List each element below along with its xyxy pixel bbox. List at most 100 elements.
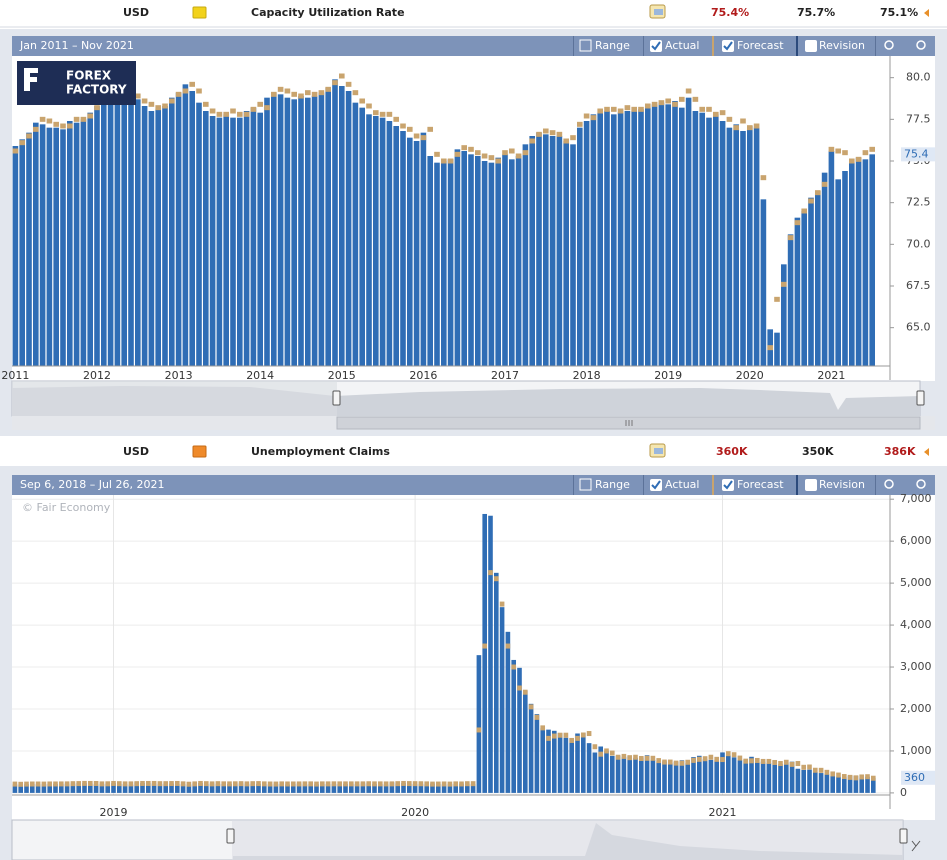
bar bbox=[575, 733, 580, 793]
bar bbox=[781, 264, 787, 366]
bar bbox=[842, 777, 847, 793]
forecast-marker bbox=[774, 296, 780, 302]
navigator-handle[interactable] bbox=[332, 390, 341, 406]
bar bbox=[658, 102, 665, 367]
event-title[interactable]: Capacity Utilization Rate bbox=[251, 6, 405, 19]
bar bbox=[285, 784, 290, 793]
bar bbox=[774, 332, 780, 366]
forecast-marker bbox=[99, 781, 105, 787]
toolbar-sep bbox=[796, 36, 798, 56]
forecast-marker bbox=[502, 150, 508, 156]
bar bbox=[122, 783, 128, 793]
forecast-marker bbox=[155, 105, 161, 111]
forecast-marker bbox=[41, 781, 47, 787]
forecast-marker bbox=[552, 733, 557, 739]
forecast-marker bbox=[529, 138, 535, 144]
bar bbox=[41, 784, 47, 793]
forecast-toggle[interactable]: Forecast bbox=[737, 39, 784, 52]
forecast-marker bbox=[749, 758, 754, 764]
revision-toggle[interactable]: Revision bbox=[819, 478, 865, 491]
zoom-out[interactable] bbox=[916, 40, 926, 50]
event-row[interactable] bbox=[0, 0, 947, 27]
forecast-toggle[interactable]: Forecast bbox=[737, 478, 784, 491]
bar bbox=[760, 199, 767, 366]
navigator-handle[interactable] bbox=[899, 828, 908, 844]
revision-checkbox[interactable] bbox=[805, 40, 817, 52]
event-row[interactable] bbox=[0, 438, 947, 464]
zoom-out[interactable] bbox=[916, 479, 926, 489]
forecast-marker bbox=[87, 113, 93, 119]
forecast-marker bbox=[511, 664, 516, 670]
zoom-in[interactable] bbox=[884, 40, 894, 50]
last-value-label: 360 bbox=[904, 771, 925, 784]
forecast-marker bbox=[731, 752, 737, 758]
bar bbox=[339, 86, 345, 366]
actual-toggle[interactable]: Actual bbox=[665, 39, 699, 52]
x-tick-label: 2020 bbox=[736, 369, 764, 382]
x-tick-label: 2016 bbox=[409, 369, 437, 382]
forecast-marker bbox=[476, 727, 482, 733]
bar bbox=[611, 114, 617, 366]
revision-checkbox[interactable] bbox=[805, 479, 817, 491]
forecast-marker bbox=[685, 759, 690, 765]
bar bbox=[209, 783, 215, 793]
y-tick-label: 0 bbox=[900, 786, 907, 799]
bar bbox=[262, 784, 267, 793]
forecast-marker bbox=[650, 755, 656, 761]
resize-icon bbox=[911, 840, 921, 852]
forecast-marker bbox=[175, 780, 180, 786]
bar bbox=[308, 783, 313, 793]
forecast-marker bbox=[93, 781, 99, 787]
forecast-marker bbox=[407, 126, 413, 132]
bar bbox=[502, 154, 508, 366]
bar bbox=[401, 783, 406, 793]
forecast-marker bbox=[88, 780, 93, 786]
forecast-marker bbox=[393, 116, 399, 122]
forecast-marker bbox=[813, 767, 818, 773]
navigator-handle[interactable] bbox=[226, 828, 235, 844]
bar bbox=[163, 783, 168, 793]
bar bbox=[853, 775, 859, 793]
range-button[interactable]: Range bbox=[595, 39, 630, 52]
plot bbox=[12, 73, 875, 367]
bar bbox=[331, 783, 337, 793]
bar bbox=[24, 784, 29, 793]
currency: USD bbox=[123, 445, 149, 458]
navigator-handle[interactable] bbox=[916, 390, 925, 406]
bar bbox=[400, 131, 406, 366]
forecast-marker bbox=[325, 86, 331, 92]
forecast-marker bbox=[60, 123, 66, 129]
forecast-marker bbox=[784, 759, 789, 765]
bar bbox=[175, 92, 182, 367]
forecast-marker bbox=[740, 118, 746, 124]
range-button[interactable]: Range bbox=[595, 478, 630, 491]
forecast-marker bbox=[546, 735, 551, 741]
actual-toggle[interactable]: Actual bbox=[665, 478, 699, 491]
forecast-marker bbox=[204, 781, 209, 787]
forecast-marker bbox=[18, 781, 23, 787]
bar bbox=[134, 782, 139, 793]
forecast-marker bbox=[64, 781, 70, 787]
forecast-marker bbox=[379, 111, 386, 117]
revision-toggle[interactable]: Revision bbox=[819, 39, 865, 52]
toolbar-sep bbox=[712, 36, 714, 56]
event-title[interactable]: Unemployment Claims bbox=[251, 445, 390, 458]
forecast-marker bbox=[685, 88, 692, 94]
forecast-marker bbox=[583, 113, 590, 119]
bar bbox=[699, 112, 705, 367]
forecast-marker bbox=[233, 781, 238, 787]
forecast-marker bbox=[308, 781, 313, 787]
forecast-marker bbox=[830, 771, 835, 777]
forecast-marker bbox=[679, 96, 685, 102]
bar bbox=[859, 777, 864, 793]
bar bbox=[749, 756, 754, 793]
bar bbox=[186, 784, 192, 793]
toolbar-sep bbox=[573, 475, 574, 495]
bar bbox=[277, 94, 284, 366]
forecast-marker bbox=[853, 775, 859, 781]
bar bbox=[39, 124, 46, 366]
bar bbox=[708, 759, 714, 793]
bar bbox=[679, 760, 685, 793]
date-range: Sep 6, 2018 – Jul 26, 2021 bbox=[20, 478, 164, 491]
zoom-in[interactable] bbox=[884, 479, 894, 489]
